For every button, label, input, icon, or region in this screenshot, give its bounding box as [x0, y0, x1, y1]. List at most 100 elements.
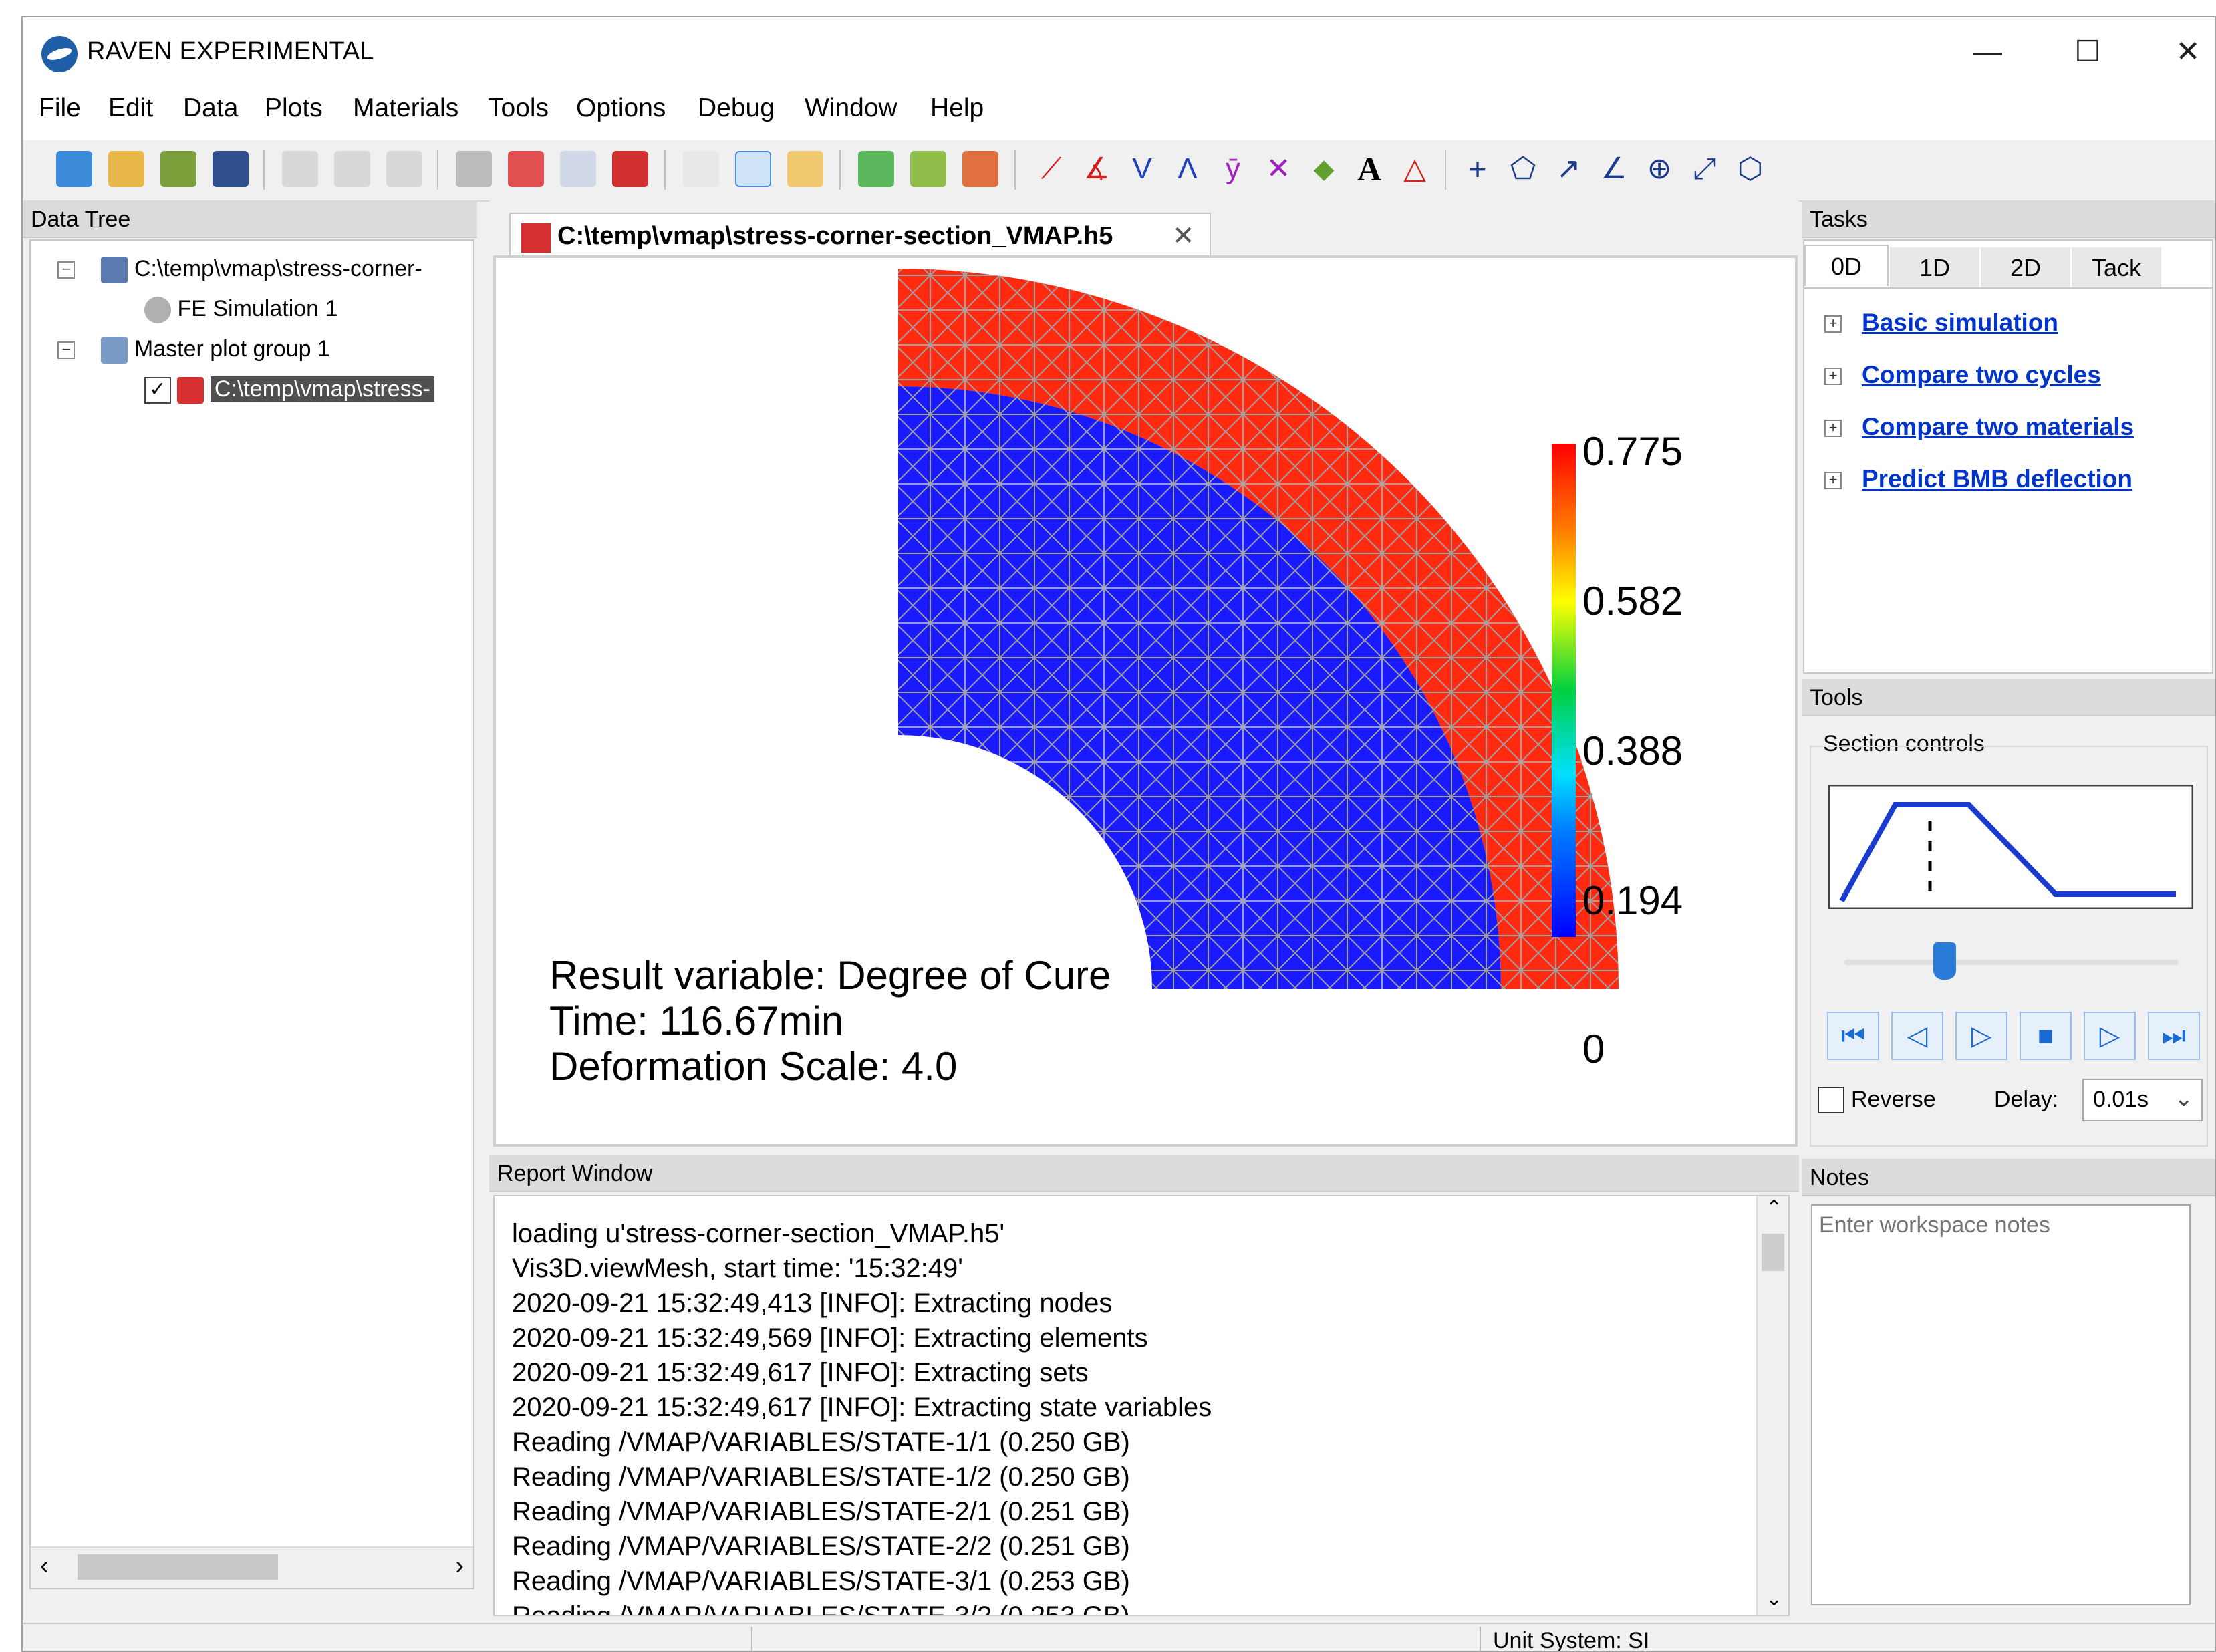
- collapse-icon[interactable]: −: [57, 341, 75, 360]
- expand-icon[interactable]: +: [1824, 368, 1842, 385]
- measure-angle-icon[interactable]: ∠: [1596, 151, 1632, 187]
- close-button[interactable]: ✕: [2175, 35, 2201, 68]
- zoom-icon[interactable]: [787, 151, 823, 187]
- grid-plot-icon[interactable]: [612, 151, 648, 187]
- step-forward-button[interactable]: ▷: [2084, 1012, 2136, 1060]
- expand-icon[interactable]: +: [1824, 472, 1842, 489]
- crosshair-icon[interactable]: +: [1460, 151, 1496, 187]
- tab-2d[interactable]: 2D: [1981, 247, 2070, 289]
- tag-icon[interactable]: ◆: [1306, 151, 1342, 187]
- task-compare-two-materials[interactable]: Compare two materials: [1862, 413, 2134, 440]
- step-back-button[interactable]: ◁: [1891, 1012, 1943, 1060]
- pan-hand-icon[interactable]: [735, 151, 771, 187]
- stop-button[interactable]: ■: [2020, 1012, 2072, 1060]
- angle-tool-icon[interactable]: ∡: [1079, 151, 1115, 187]
- pointer-icon[interactable]: [683, 151, 719, 187]
- tree-item-fe-simulation[interactable]: FE Simulation 1: [144, 293, 337, 325]
- vector-icon[interactable]: ↗: [1550, 151, 1586, 187]
- document-tab[interactable]: C:\temp\vmap\stress-corner-section_VMAP.…: [509, 213, 1211, 261]
- zoom-out-icon[interactable]: [962, 151, 998, 187]
- chevron-down-icon: ⌄: [2174, 1086, 2194, 1111]
- report-log: loading u'stress-corner-section_VMAP.h5'…: [512, 1216, 1788, 1615]
- delay-select[interactable]: 0.01s ⌄: [2082, 1079, 2203, 1121]
- settings-icon[interactable]: [456, 151, 492, 187]
- menu-tools[interactable]: Tools: [488, 94, 549, 122]
- text-tool-icon[interactable]: A: [1351, 151, 1387, 187]
- tab-tack[interactable]: Tack: [2072, 247, 2161, 289]
- polygon-icon[interactable]: ⬠: [1505, 151, 1541, 187]
- colorbar-tick-3: 0.194: [1582, 878, 1683, 923]
- plot-viewport[interactable]: 0.775 0.582 0.388 0.194 0 Result variabl…: [493, 255, 1798, 1147]
- task-basic-simulation[interactable]: Basic simulation: [1862, 309, 2059, 336]
- copy-icon[interactable]: [334, 151, 370, 187]
- notes-textarea[interactable]: [1811, 1204, 2191, 1605]
- triangle-icon[interactable]: △: [1397, 151, 1433, 187]
- save-icon[interactable]: [213, 151, 249, 187]
- fit-view-icon[interactable]: [858, 151, 894, 187]
- tools-header: Tools: [1802, 679, 2215, 716]
- intersect-icon[interactable]: ✕: [1260, 151, 1296, 187]
- paste-icon[interactable]: [386, 151, 422, 187]
- line-tool-icon[interactable]: ⟋: [1033, 151, 1069, 187]
- tg-icon[interactable]: ȳ: [1215, 151, 1251, 187]
- scroll-down-icon[interactable]: ⌄: [1766, 1588, 1783, 1610]
- close-tab-icon[interactable]: ✕: [1172, 221, 1195, 251]
- import-icon[interactable]: [160, 151, 196, 187]
- section-controls-label: Section controls: [1823, 731, 1985, 756]
- menu-window[interactable]: Window: [805, 94, 897, 122]
- window-title: RAVEN EXPERIMENTAL: [87, 37, 374, 65]
- task-predict-bmb-deflection[interactable]: Predict BMB deflection: [1862, 465, 2132, 493]
- report-scrollbar[interactable]: ⌃ ⌄: [1756, 1196, 1788, 1615]
- maximize-button[interactable]: ☐: [2074, 35, 2101, 68]
- menu-edit[interactable]: Edit: [108, 94, 154, 122]
- report-line: Reading /VMAP/VARIABLES/STATE-2/2 (0.251…: [512, 1532, 1130, 1561]
- tab-1d[interactable]: 1D: [1890, 247, 1979, 289]
- tree-item-file[interactable]: − C:\temp\vmap\stress-corner-: [57, 253, 422, 285]
- menu-materials[interactable]: Materials: [353, 94, 459, 122]
- scroll-thumb[interactable]: [78, 1554, 278, 1580]
- last-frame-button[interactable]: ⏭: [2148, 1012, 2200, 1060]
- report-line: Vis3D.viewMesh, start time: '15:32:49': [512, 1254, 963, 1283]
- tree-item-plot[interactable]: ✓ C:\temp\vmap\stress-: [144, 373, 434, 405]
- menu-options[interactable]: Options: [576, 94, 666, 122]
- first-frame-button[interactable]: ⏮: [1827, 1012, 1879, 1060]
- scroll-up-icon[interactable]: ⌃: [1766, 1197, 1783, 1219]
- tasks-header: Tasks: [1802, 200, 2215, 238]
- new-file-icon[interactable]: [56, 151, 92, 187]
- reverse-checkbox[interactable]: [1818, 1087, 1844, 1113]
- resize-icon[interactable]: ⤢: [1687, 151, 1723, 187]
- peak-icon[interactable]: Λ: [1169, 151, 1206, 187]
- expand-icon[interactable]: +: [1824, 420, 1842, 437]
- scroll-left-icon[interactable]: ‹: [40, 1552, 49, 1580]
- plot-canvas: 0.775 0.582 0.388 0.194 0 Result variabl…: [549, 269, 1683, 1089]
- cut-icon[interactable]: [282, 151, 318, 187]
- menu-debug[interactable]: Debug: [698, 94, 775, 122]
- tasks-panel: 0D 1D 2D Tack + Basic simulation + Compa…: [1803, 239, 2213, 674]
- scroll-right-icon[interactable]: ›: [455, 1552, 464, 1580]
- valley-icon[interactable]: V: [1124, 151, 1160, 187]
- task-compare-two-cycles[interactable]: Compare two cycles: [1862, 361, 2101, 388]
- report-icon[interactable]: [508, 151, 544, 187]
- center-icon[interactable]: ⊕: [1641, 151, 1677, 187]
- zoom-in-icon[interactable]: [910, 151, 946, 187]
- shape-icon[interactable]: ⬡: [1732, 151, 1768, 187]
- expand-icon[interactable]: +: [1824, 315, 1842, 333]
- scroll-thumb[interactable]: [1762, 1234, 1784, 1271]
- menu-help[interactable]: Help: [930, 94, 984, 122]
- checkbox-icon[interactable]: ✓: [144, 377, 171, 404]
- collapse-icon[interactable]: −: [57, 261, 75, 279]
- tab-0d[interactable]: 0D: [1804, 245, 1889, 286]
- menu-file[interactable]: File: [39, 94, 81, 122]
- time-slider-track[interactable]: [1844, 960, 2179, 965]
- tree-item-plot-group[interactable]: − Master plot group 1: [57, 333, 330, 365]
- chart-icon[interactable]: [560, 151, 596, 187]
- minimize-button[interactable]: —: [1973, 35, 2002, 68]
- open-folder-icon[interactable]: [108, 151, 144, 187]
- menu-data[interactable]: Data: [183, 94, 239, 122]
- menu-plots[interactable]: Plots: [265, 94, 323, 122]
- result-variable-label: Result variable: Degree of Cure: [549, 953, 1111, 998]
- play-button[interactable]: ▷: [1955, 1012, 2007, 1060]
- horizontal-scrollbar[interactable]: ‹ ›: [31, 1546, 473, 1588]
- delay-label: Delay:: [1994, 1087, 2059, 1112]
- time-slider-thumb[interactable]: [1933, 942, 1956, 980]
